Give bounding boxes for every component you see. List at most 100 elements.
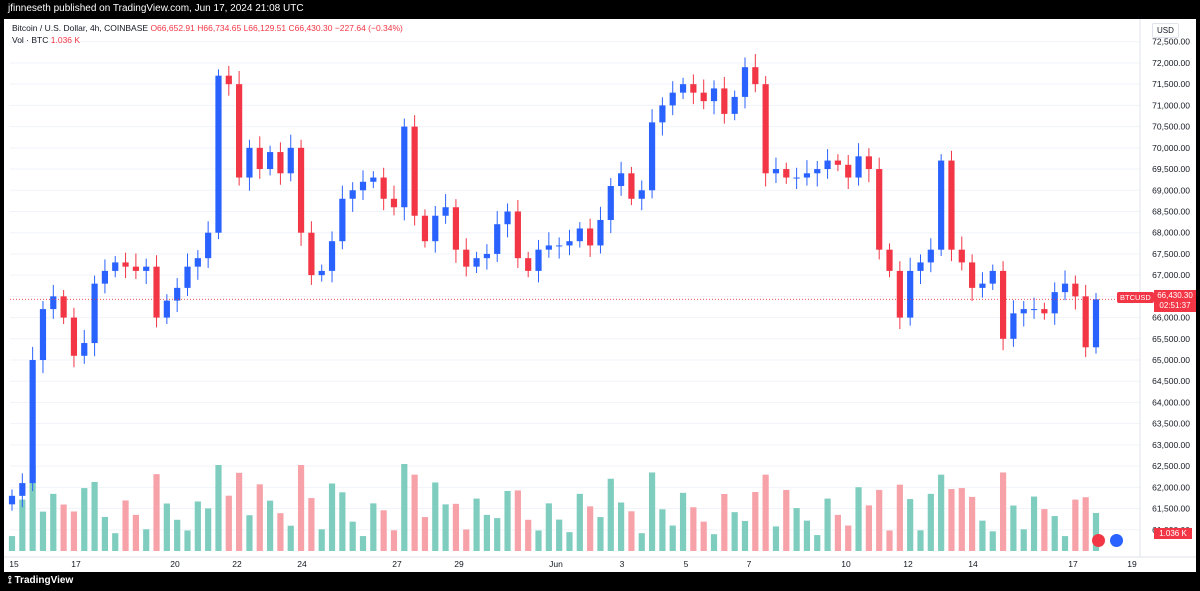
y-tick-label: 71,500.00 [1152, 79, 1190, 89]
footer-brand: TradingView [14, 575, 74, 586]
candle-body [710, 88, 718, 102]
published-banner: jfinneseth published on TradingView.com,… [0, 0, 1200, 19]
candle-body [359, 181, 367, 191]
candle-body [587, 228, 594, 246]
candle-body [1092, 299, 1100, 348]
y-tick-label: 64,000.00 [1152, 397, 1190, 407]
candle-body [618, 173, 625, 187]
candle-body [328, 241, 336, 271]
legend-high: H66,734.65 [197, 23, 242, 33]
candle-body [876, 169, 883, 250]
volume-bar [545, 503, 552, 551]
legend-symbol: Bitcoin / U.S. Dollar, 4h, COINBASE [12, 23, 149, 33]
candle-body [101, 270, 109, 284]
candle-body [266, 152, 274, 170]
volume-bar [483, 514, 490, 551]
y-tick-label: 69,000.00 [1152, 185, 1190, 195]
volume-bar [752, 491, 759, 551]
y-tick-label: 62,000.00 [1152, 482, 1190, 492]
volume-bar [814, 535, 821, 551]
candle-body [814, 169, 821, 174]
volume-bar [463, 529, 470, 551]
candle-body [297, 147, 305, 233]
x-tick-label: 17 [71, 559, 81, 569]
volume-bar [359, 536, 367, 551]
candle-body [896, 270, 903, 318]
candle-body [132, 266, 139, 271]
candle-body [690, 84, 697, 93]
x-tick-label: 5 [684, 559, 689, 569]
volume-bar [266, 500, 274, 551]
candle-body [865, 156, 872, 170]
candle-body [556, 245, 563, 247]
candle-body [401, 126, 408, 208]
y-tick-label: 72,000.00 [1152, 58, 1190, 68]
volume-bar [494, 518, 501, 551]
candle-body [370, 177, 377, 182]
candle-body [277, 152, 284, 174]
volume-bar [855, 487, 862, 551]
volume-bar [1030, 496, 1038, 551]
volume-bar [225, 495, 232, 551]
volume-bar [277, 513, 284, 551]
candle-body [917, 262, 924, 271]
candle-body [958, 249, 965, 263]
candle-body [380, 177, 387, 199]
candle-body [473, 258, 480, 267]
volume-bar [690, 507, 697, 551]
volume-bar [349, 521, 356, 551]
volume-bar [401, 463, 408, 551]
y-tick-label: 62,500.00 [1152, 461, 1190, 471]
volume-bar [834, 514, 842, 551]
candle-body [205, 232, 212, 259]
y-tick-label: 70,500.00 [1152, 122, 1190, 132]
volume-bar [70, 511, 78, 551]
candle-body [8, 495, 16, 505]
candle-body [1041, 309, 1048, 314]
price-chart[interactable]: 61,000.0061,500.0062,000.0062,500.0063,0… [4, 19, 1196, 572]
candle-body [566, 241, 573, 246]
y-tick-label: 63,000.00 [1152, 440, 1190, 450]
volume-bar [112, 533, 119, 551]
volume-bar [741, 520, 749, 551]
legend-low: L66,129.51 [243, 23, 287, 33]
candle-body [659, 105, 666, 123]
candle-body [184, 266, 191, 288]
candle-body [225, 75, 232, 85]
volume-bar [659, 509, 666, 551]
candle-body [648, 122, 656, 191]
volume-bar [927, 493, 934, 551]
currency-button[interactable]: USD [1152, 23, 1179, 38]
published-text: jfinneseth published on TradingView.com,… [8, 3, 304, 14]
footer-bar: ⟟ TradingView [0, 572, 1200, 591]
candle-body [308, 232, 315, 276]
candle-body [504, 211, 511, 225]
volume-bar [1082, 497, 1089, 551]
volume-bar [328, 483, 336, 551]
volume-bar [19, 499, 26, 551]
volume-bar [1061, 536, 1069, 551]
volume-bar [535, 530, 542, 551]
candle-body [421, 215, 429, 242]
candle-body [948, 160, 955, 250]
legend: Bitcoin / U.S. Dollar, 4h, COINBASE O66,… [12, 22, 403, 46]
x-tick-label: 3 [620, 559, 625, 569]
candle-body [772, 169, 780, 174]
x-tick-label: 19 [1127, 559, 1137, 569]
candle-body [907, 270, 914, 318]
volume-bar [783, 489, 790, 551]
y-tick-label: 63,500.00 [1152, 419, 1190, 429]
candle-body [535, 249, 542, 271]
candle-body [1020, 309, 1027, 314]
volume-bar [638, 533, 645, 551]
chart-frame[interactable]: 61,000.0061,500.0062,000.0062,500.0063,0… [0, 19, 1200, 572]
volume-bar [556, 519, 563, 551]
candle-body [1072, 283, 1079, 297]
us-flag-icon[interactable] [1110, 534, 1123, 547]
countdown-value: 02:51:37 [1159, 301, 1191, 310]
candle-body [834, 160, 842, 165]
lightning-icon[interactable] [1092, 534, 1105, 547]
x-tick-label: 24 [297, 559, 307, 569]
legend-volume-value: 1.036 K [50, 35, 81, 45]
volume-bar [1072, 499, 1079, 551]
